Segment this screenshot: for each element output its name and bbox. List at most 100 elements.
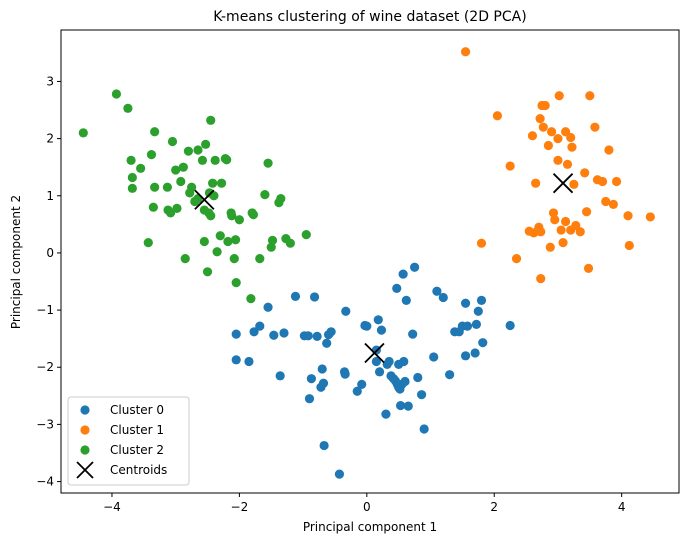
cluster-0-point xyxy=(408,329,418,339)
cluster-0-point xyxy=(438,292,448,303)
x-axis-label: Principal component 1 xyxy=(303,520,437,534)
cluster-2-point xyxy=(208,178,218,188)
cluster-2-point xyxy=(267,235,278,245)
cluster-0-point xyxy=(340,369,350,379)
x-tick-label: −4 xyxy=(103,500,121,514)
cluster-0-point xyxy=(303,331,313,341)
cluster-0-point xyxy=(460,351,471,361)
cluster-1-point xyxy=(583,263,594,273)
cluster-0-point xyxy=(318,378,329,388)
cluster-2-point xyxy=(123,103,133,113)
cluster-2-point xyxy=(216,178,227,188)
cluster-1-point xyxy=(558,238,568,248)
cluster-1-point xyxy=(545,242,555,252)
cluster-2-point xyxy=(176,176,186,187)
cluster-2-point xyxy=(260,190,270,200)
cluster-2-point xyxy=(172,203,182,213)
cluster-0-point xyxy=(269,330,279,340)
cluster-1-point xyxy=(553,155,563,165)
cluster-0-point xyxy=(244,356,254,367)
cluster-2-point xyxy=(171,165,181,175)
cluster-2-point xyxy=(263,158,273,168)
cluster-1-point xyxy=(546,127,557,137)
plot-area-frame xyxy=(60,29,680,494)
cluster-0-point xyxy=(317,364,327,374)
cluster-2-point xyxy=(199,236,209,247)
cluster-0-point xyxy=(401,295,411,305)
x-axis-ticks: −4 −2 0 2 4 xyxy=(103,493,625,514)
cluster-1-point xyxy=(492,111,503,121)
cluster-0-point xyxy=(470,348,480,358)
y-axis-ticks: −4 −3 −2 −1 0 1 2 3 xyxy=(36,74,61,489)
cluster-2-point xyxy=(212,247,222,257)
cluster-2-point xyxy=(148,202,158,212)
cluster-1-point xyxy=(511,254,522,264)
cluster-2-point xyxy=(215,231,225,241)
cluster-1-point xyxy=(569,179,579,189)
cluster-0-point xyxy=(374,367,385,377)
x-tick-label: 2 xyxy=(490,500,498,514)
centroid-marker xyxy=(194,189,215,210)
x-tick-label: 4 xyxy=(618,500,626,514)
cluster-0-point xyxy=(478,338,488,348)
cluster-0-point xyxy=(334,469,345,479)
cluster-0-point xyxy=(429,352,439,362)
cluster-1-point xyxy=(611,176,622,187)
cluster-2-point xyxy=(126,155,136,165)
cluster-2-point xyxy=(165,208,176,218)
cluster-2-point xyxy=(202,267,213,277)
cluster-1-point xyxy=(608,199,618,209)
cluster-0-point xyxy=(403,401,413,411)
cluster-1-point xyxy=(536,274,546,284)
cluster-1-point xyxy=(590,122,600,132)
cluster-1-point xyxy=(536,227,546,237)
cluster-0-point xyxy=(413,372,423,383)
cluster-1-point xyxy=(624,240,634,251)
cluster-1-point xyxy=(548,208,559,218)
y-tick-label: −4 xyxy=(36,475,54,489)
cluster-1-point xyxy=(580,168,590,178)
cluster-2-point xyxy=(180,254,190,264)
cluster-2-point xyxy=(183,146,194,156)
cluster-1-point xyxy=(543,140,553,151)
cluster-1-point xyxy=(531,178,541,188)
cluster-1-point xyxy=(645,212,655,222)
cluster-0-point xyxy=(357,379,367,389)
cluster-0-point xyxy=(392,283,402,293)
cluster-1-point xyxy=(460,47,471,57)
cluster-0-point xyxy=(417,390,427,400)
cluster-0-point xyxy=(290,291,301,301)
cluster-2-point xyxy=(246,294,256,304)
cluster-1-point xyxy=(540,100,550,111)
cluster-1-point xyxy=(505,161,515,171)
cluster-0-point xyxy=(384,356,394,367)
x-tick-label: −2 xyxy=(231,500,249,514)
cluster-1-point xyxy=(623,211,633,221)
cluster-1-point xyxy=(575,227,585,237)
cluster-2-point xyxy=(127,183,137,193)
cluster-0-point xyxy=(255,321,265,331)
legend-label: Cluster 1 xyxy=(110,423,164,437)
cluster-0-point xyxy=(312,331,322,341)
cluster-0-point xyxy=(275,371,285,381)
y-tick-label: −1 xyxy=(36,303,54,317)
cluster-2-point xyxy=(231,278,241,288)
cluster-1-point xyxy=(566,132,576,143)
cluster-2-point xyxy=(234,215,244,225)
cluster-2-point xyxy=(230,235,241,245)
cluster-0-point xyxy=(505,320,515,331)
cluster-2-point xyxy=(143,238,153,248)
centroid-marker xyxy=(552,173,574,194)
cluster-2-point xyxy=(127,172,137,183)
cluster-2-point xyxy=(150,127,160,137)
cluster-2-point xyxy=(162,182,172,192)
cluster-1-point xyxy=(556,225,566,235)
y-tick-label: 0 xyxy=(46,246,54,260)
cluster-0-point xyxy=(381,409,391,419)
cluster-1-point xyxy=(582,207,592,217)
centroid-marker xyxy=(364,342,385,364)
legend-frame xyxy=(67,396,190,486)
cluster-0-point xyxy=(395,400,406,411)
cluster-0-point xyxy=(362,321,372,331)
